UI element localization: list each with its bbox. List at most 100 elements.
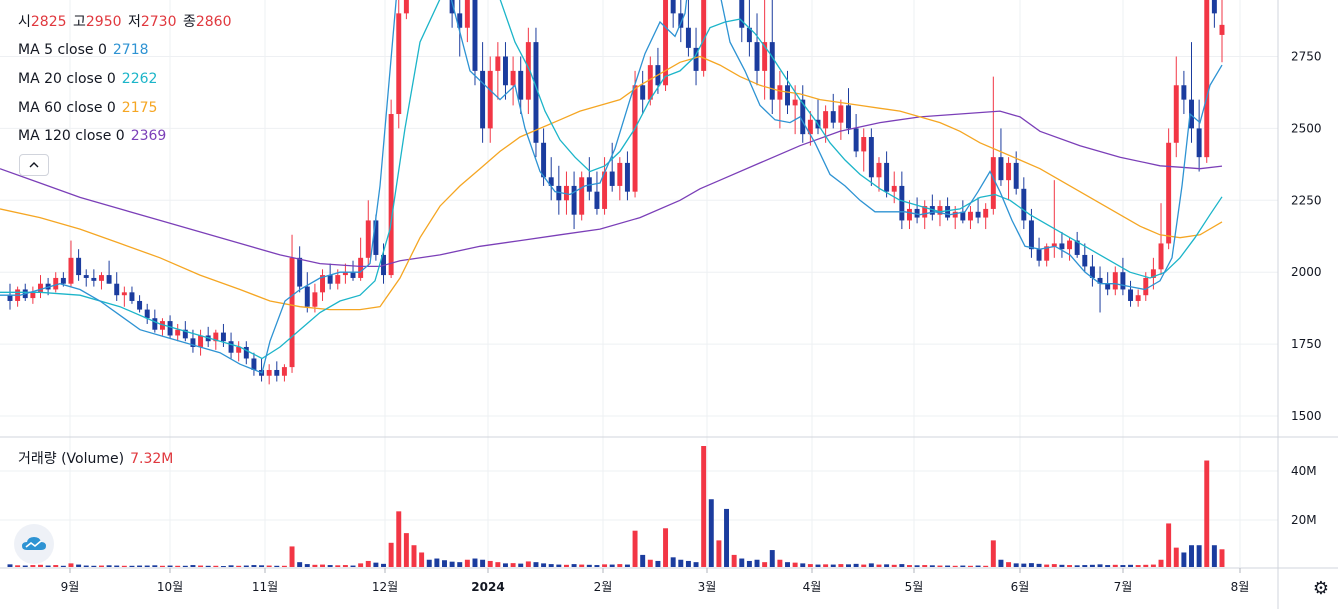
- volume-bar: [1166, 523, 1172, 567]
- volume-bar: [518, 563, 524, 567]
- volume-bar: [1173, 547, 1179, 567]
- volume-tick-label: 40M: [1291, 464, 1317, 478]
- volume-bar: [533, 562, 539, 567]
- candle-body: [739, 0, 745, 28]
- candle-body: [1006, 162, 1012, 181]
- candle-body: [1135, 295, 1141, 301]
- candle-body: [960, 211, 966, 221]
- candle-body: [975, 211, 981, 218]
- time-tick-label: 9월: [61, 580, 80, 594]
- candle-body: [1044, 246, 1050, 261]
- volume-bar: [1074, 565, 1080, 567]
- candle-body: [1150, 269, 1156, 278]
- ma120-legend[interactable]: MA 120 close 0 2369: [18, 127, 166, 145]
- chevron-up-icon: [29, 162, 39, 168]
- volume-bar: [556, 564, 562, 567]
- candle-body: [472, 0, 478, 71]
- volume-bar: [289, 546, 295, 567]
- volume-bar: [1082, 565, 1088, 567]
- volume-bar: [830, 564, 836, 567]
- time-tick-label: 12월: [372, 580, 398, 594]
- candle-body: [220, 332, 226, 342]
- volume-label: 거래량 (Volume): [18, 451, 125, 467]
- volume-bar: [693, 562, 699, 567]
- candle-body: [617, 162, 623, 186]
- volume-bar: [15, 565, 21, 567]
- candle-body: [190, 338, 196, 347]
- volume-bar: [53, 565, 59, 567]
- candle-body: [76, 257, 82, 276]
- candle-body: [891, 185, 897, 192]
- candle-body: [175, 329, 181, 336]
- volume-bar: [502, 563, 508, 567]
- volume-bar: [449, 561, 455, 567]
- candle-body: [243, 346, 249, 359]
- tradingview-cloud-icon[interactable]: [14, 524, 54, 564]
- candle-body: [647, 65, 653, 100]
- volume-bar: [777, 559, 783, 567]
- volume-bar: [198, 565, 204, 567]
- volume-bar: [434, 558, 440, 567]
- time-tick-label: 10월: [157, 580, 183, 594]
- volume-bar: [495, 562, 501, 567]
- candle-body: [785, 85, 790, 106]
- candle-body: [967, 211, 973, 221]
- volume-bar: [746, 560, 752, 567]
- candle-body: [846, 105, 851, 129]
- ma60-legend[interactable]: MA 60 close 0 2175: [18, 99, 157, 117]
- volume-bar: [98, 565, 104, 567]
- candle-body: [525, 42, 531, 100]
- ma20-value: 2262: [121, 71, 158, 87]
- volume-bar: [731, 554, 737, 567]
- ma60-value: 2175: [121, 100, 158, 116]
- candle-body: [137, 300, 143, 310]
- open-value: 2825: [30, 14, 67, 30]
- price-tick-label: 1750: [1291, 337, 1322, 351]
- candle-body: [1196, 128, 1202, 158]
- volume-bar: [998, 559, 1004, 567]
- price-tick-label: 2000: [1291, 265, 1322, 279]
- volume-bar: [1006, 562, 1012, 567]
- candle-body: [945, 206, 951, 218]
- candle-body: [83, 275, 89, 278]
- ma5-legend[interactable]: MA 5 close 0 2718: [18, 41, 149, 59]
- volume-bar: [609, 564, 615, 567]
- collapse-legend-button[interactable]: [19, 154, 49, 176]
- candle-body: [213, 332, 219, 342]
- candle-body: [1189, 99, 1194, 129]
- candle-body: [335, 275, 341, 284]
- candle-body: [228, 341, 234, 353]
- candle-body: [746, 27, 752, 43]
- volume-legend[interactable]: 거래량 (Volume) 7.32M: [18, 450, 173, 468]
- candle-body: [1173, 85, 1179, 143]
- volume-bar: [670, 557, 676, 567]
- volume-bar: [823, 564, 829, 567]
- volume-bar: [1211, 545, 1217, 567]
- volume-bar: [60, 565, 66, 567]
- volume-bar: [1021, 563, 1027, 567]
- candle-body: [853, 128, 859, 152]
- ohlc-legend: 시2825 고2950 저2730 종2860: [18, 13, 233, 31]
- candle-body: [289, 257, 295, 368]
- volume-bar: [114, 565, 120, 567]
- price-tick-label: 1500: [1291, 409, 1322, 423]
- volume-bar: [655, 560, 661, 567]
- volume-bar: [1135, 565, 1141, 567]
- volume-bar: [396, 511, 402, 567]
- volume-bar: [1112, 564, 1118, 567]
- volume-bar: [861, 564, 867, 567]
- gear-icon[interactable]: ⚙: [1312, 577, 1330, 599]
- candle-body: [861, 137, 867, 152]
- volume-bar: [106, 565, 112, 567]
- volume-bar: [1089, 564, 1095, 567]
- candle-body: [198, 335, 204, 347]
- volume-bar: [853, 563, 859, 567]
- candle-body: [403, 0, 409, 14]
- volume-bar: [1204, 460, 1210, 567]
- candle-body: [98, 275, 104, 281]
- candle-body: [632, 85, 638, 192]
- volume-bar: [586, 564, 592, 567]
- candle-body: [1120, 272, 1126, 290]
- ma20-legend[interactable]: MA 20 close 0 2262: [18, 70, 157, 88]
